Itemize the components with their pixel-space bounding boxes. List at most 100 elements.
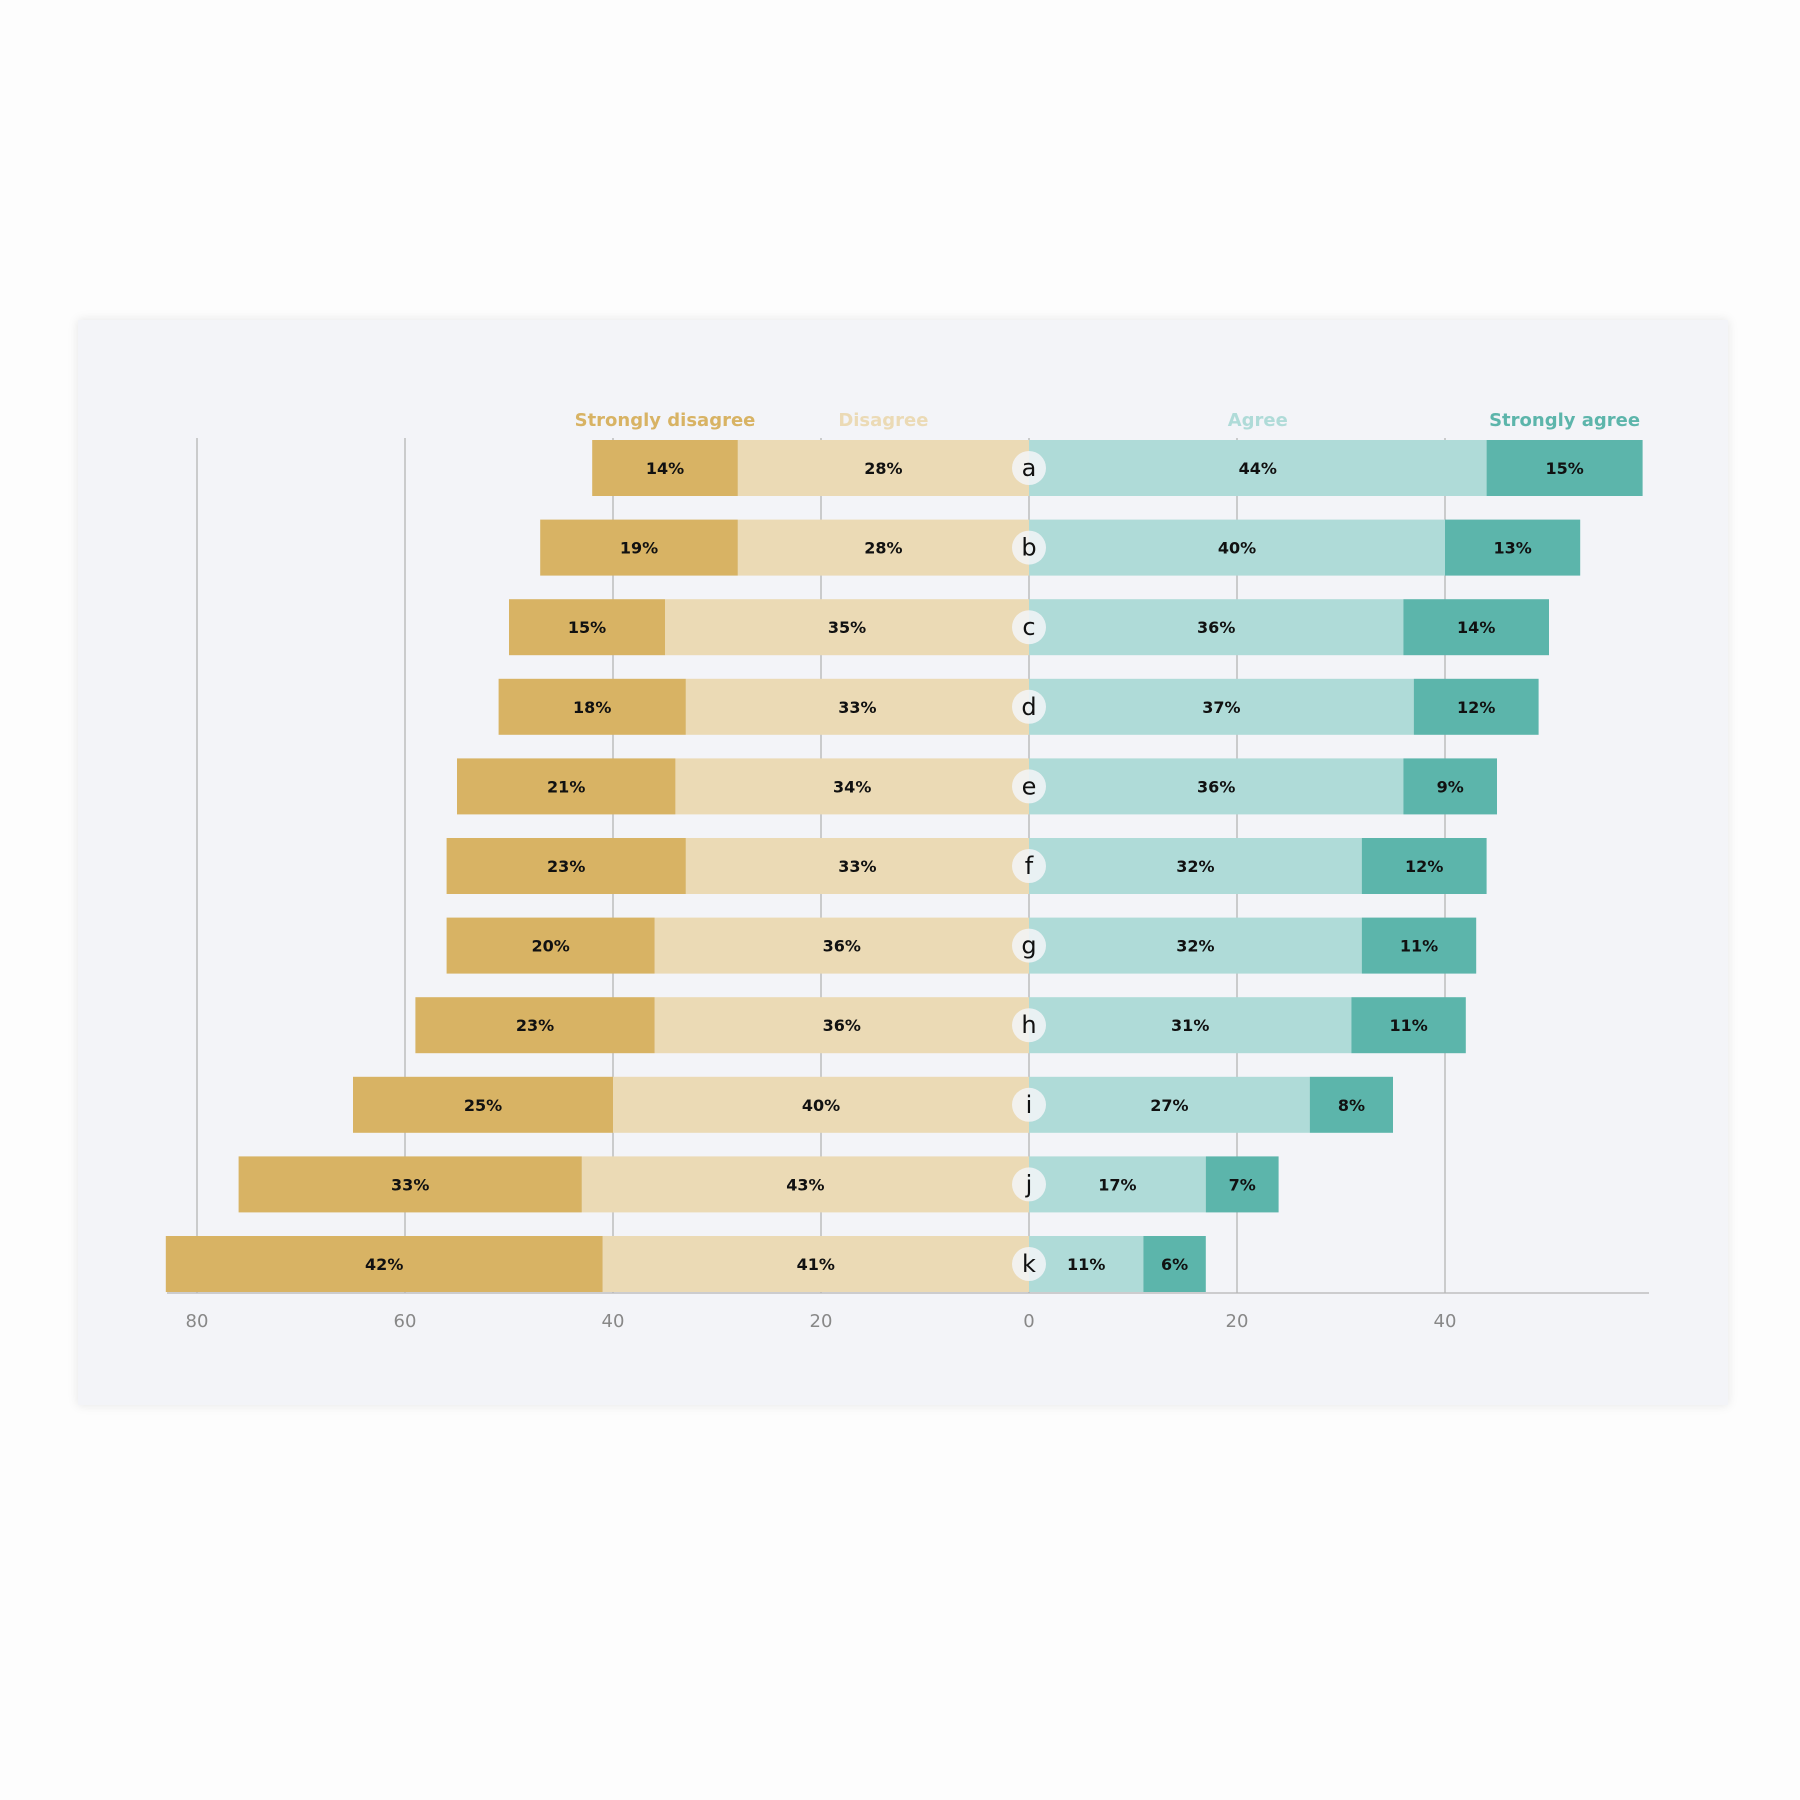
bar-segment bbox=[1029, 917, 1362, 974]
category-label: c bbox=[1022, 613, 1035, 641]
bar-segment bbox=[1403, 599, 1549, 656]
bar-segment bbox=[1143, 1236, 1206, 1292]
data-label: 32% bbox=[1176, 857, 1214, 876]
category-label-bg bbox=[1012, 1247, 1046, 1281]
legend-item: Strongly agree bbox=[1489, 410, 1640, 431]
category-label: b bbox=[1021, 534, 1036, 562]
category-label: k bbox=[1022, 1250, 1036, 1278]
chart-card: 28% 14% 44% 15% a 28% 19% 40% 13% b 35% 15% 36% 14% c 3… bbox=[78, 320, 1728, 1405]
data-label: 8% bbox=[1338, 1096, 1365, 1115]
category-label-bg bbox=[1012, 769, 1046, 804]
x-tick-label: 20 bbox=[810, 1311, 833, 1332]
category-label-bg bbox=[1012, 610, 1046, 645]
bar-segment bbox=[1029, 997, 1352, 1054]
bar-segment bbox=[1486, 440, 1643, 496]
bar-segment bbox=[1029, 440, 1487, 496]
category-label: a bbox=[1022, 454, 1037, 482]
bar-segment bbox=[1029, 599, 1404, 656]
bar-segment bbox=[446, 838, 686, 894]
bar-segment bbox=[685, 678, 1029, 735]
data-label: 15% bbox=[568, 618, 606, 637]
bar-segment bbox=[1309, 1076, 1393, 1133]
x-tick-label: 0 bbox=[1023, 1311, 1034, 1332]
data-label: 25% bbox=[464, 1096, 502, 1115]
bar-segment bbox=[737, 519, 1029, 576]
bar-segment bbox=[1351, 997, 1466, 1054]
data-label: 36% bbox=[823, 1016, 861, 1035]
category-label-bg bbox=[1012, 1087, 1046, 1122]
x-axis: 80 60 40 20 0 20 40 bbox=[167, 1292, 1649, 1332]
category-label: g bbox=[1021, 932, 1036, 960]
category-label-bg bbox=[1012, 451, 1046, 485]
data-label: 9% bbox=[1437, 777, 1464, 796]
legend-item: Disagree bbox=[838, 410, 928, 431]
category-label: f bbox=[1025, 852, 1034, 880]
bar-segment bbox=[1413, 678, 1539, 735]
data-label: 12% bbox=[1405, 857, 1443, 876]
bar-segment bbox=[1361, 838, 1487, 894]
data-label: 7% bbox=[1229, 1175, 1256, 1194]
data-label: 42% bbox=[365, 1255, 403, 1274]
data-label: 36% bbox=[1197, 618, 1235, 637]
bar-segment bbox=[1029, 838, 1362, 894]
data-label: 23% bbox=[547, 857, 585, 876]
bar-segment bbox=[415, 997, 655, 1054]
bar-segment bbox=[1029, 758, 1404, 815]
data-label: 19% bbox=[620, 539, 658, 558]
data-label: 32% bbox=[1176, 937, 1214, 956]
data-label: 28% bbox=[864, 459, 902, 478]
data-label: 33% bbox=[391, 1175, 429, 1194]
data-label: 14% bbox=[646, 459, 684, 478]
bar-segment bbox=[353, 1076, 613, 1133]
data-label: 11% bbox=[1389, 1016, 1427, 1035]
bar-segment bbox=[498, 678, 686, 735]
bars: 28% 14% 44% 15% a 28% 19% 40% 13% b 35% 15% 36% 14% c 3… bbox=[165, 440, 1643, 1292]
bar-segment bbox=[1029, 678, 1414, 735]
data-label: 35% bbox=[828, 618, 866, 637]
data-label: 27% bbox=[1150, 1096, 1188, 1115]
category-label: j bbox=[1025, 1170, 1033, 1198]
bar-segment bbox=[1205, 1156, 1279, 1213]
category-label-bg bbox=[1012, 1167, 1046, 1202]
bar-segment bbox=[1029, 1236, 1144, 1292]
data-label: 15% bbox=[1545, 459, 1583, 478]
bar-segment bbox=[446, 917, 655, 974]
x-tick-label: 80 bbox=[186, 1311, 209, 1332]
bar-segment bbox=[654, 997, 1029, 1054]
category-label: d bbox=[1021, 693, 1036, 721]
data-label: 21% bbox=[547, 777, 585, 796]
x-tick-label: 40 bbox=[1434, 1311, 1457, 1332]
bar-segment bbox=[675, 758, 1029, 815]
bar-segment bbox=[1361, 917, 1477, 974]
bar-segment bbox=[685, 838, 1029, 894]
bar-segment bbox=[509, 599, 665, 656]
bar-segment bbox=[1029, 1156, 1206, 1213]
data-label: 43% bbox=[786, 1175, 824, 1194]
data-label: 6% bbox=[1161, 1255, 1188, 1274]
data-label: 40% bbox=[802, 1096, 840, 1115]
bar-segment bbox=[1029, 1076, 1310, 1133]
bar-segment bbox=[602, 1236, 1029, 1292]
data-label: 17% bbox=[1098, 1175, 1136, 1194]
category-label-bg bbox=[1012, 530, 1046, 565]
category-label-bg bbox=[1012, 928, 1046, 963]
legend: Strongly disagree Disagree Agree Strongly a… bbox=[575, 410, 1640, 431]
data-label: 41% bbox=[797, 1255, 835, 1274]
data-label: 11% bbox=[1400, 937, 1438, 956]
category-label-bg bbox=[1012, 849, 1046, 883]
legend-item: Strongly disagree bbox=[575, 410, 756, 431]
category-label: e bbox=[1022, 772, 1037, 800]
data-label: 11% bbox=[1067, 1255, 1105, 1274]
category-label-bg bbox=[1012, 1008, 1046, 1043]
data-label: 36% bbox=[823, 937, 861, 956]
bar-segment bbox=[1403, 758, 1497, 815]
data-label: 31% bbox=[1171, 1016, 1209, 1035]
diverging-bar-chart: 28% 14% 44% 15% a 28% 19% 40% 13% b 35% 15% 36% 14% c 3… bbox=[165, 410, 1649, 1332]
data-label: 13% bbox=[1493, 539, 1531, 558]
bar-segment bbox=[165, 1236, 603, 1292]
bar-segment bbox=[581, 1156, 1029, 1213]
data-label: 34% bbox=[833, 777, 871, 796]
bar-segment bbox=[665, 599, 1029, 656]
data-label: 28% bbox=[864, 539, 902, 558]
data-label: 18% bbox=[573, 698, 611, 717]
